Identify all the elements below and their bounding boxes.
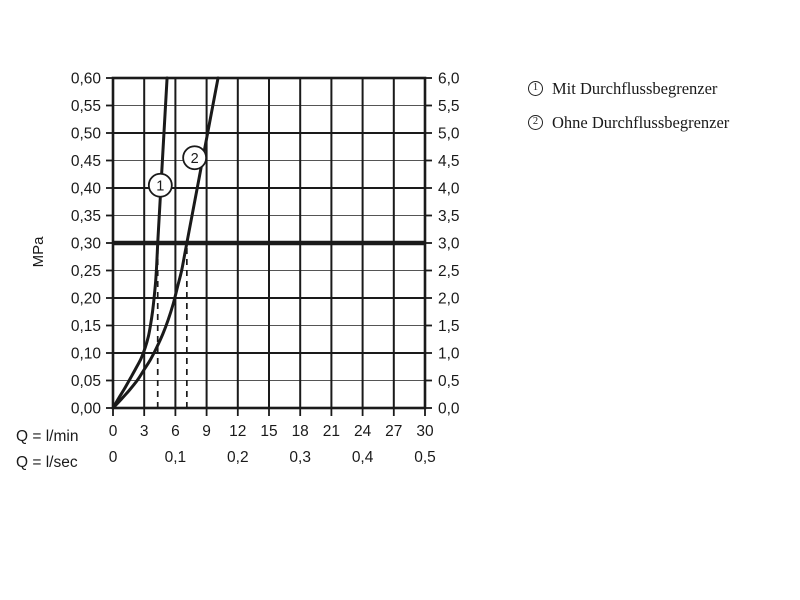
svg-text:0,05: 0,05 — [71, 373, 101, 390]
legend-label-2: Ohne Durchflussbegrenzer — [552, 113, 730, 133]
legend-item: 1 Mit Durchflussbegrenzer — [528, 78, 790, 99]
svg-text:3: 3 — [140, 423, 149, 440]
svg-text:0,3: 0,3 — [289, 449, 311, 466]
svg-text:6: 6 — [171, 423, 180, 440]
y-axis-left-title: MPa — [30, 236, 47, 268]
svg-text:2,0: 2,0 — [438, 291, 460, 308]
x-axis-primary-title: Q = l/min — [16, 428, 78, 445]
svg-text:0,40: 0,40 — [71, 181, 102, 198]
svg-text:0: 0 — [109, 449, 118, 466]
svg-text:0,25: 0,25 — [71, 263, 101, 280]
svg-text:4,5: 4,5 — [438, 153, 460, 170]
legend-marker-1-icon: 1 — [528, 81, 543, 96]
svg-text:0,50: 0,50 — [71, 126, 102, 143]
svg-text:0,00: 0,00 — [71, 401, 102, 418]
y-axis-right-tick-labels: 0,0 0,5 1,0 1,5 2,0 2,5 3,0 3,5 4,0 4,5 5,0 5,5 6,0 — [438, 71, 460, 418]
svg-text:2: 2 — [191, 151, 199, 167]
legend: 1 Mit Durchflussbegrenzer 2 Ohne Durchfl… — [528, 78, 790, 146]
svg-text:1,0: 1,0 — [438, 346, 460, 363]
legend-marker-2-icon: 2 — [528, 115, 543, 131]
x-axis-primary-tick-labels: 0 3 6 9 12 15 18 21 24 27 30 — [109, 423, 434, 440]
svg-text:0,15: 0,15 — [71, 318, 101, 335]
svg-text:5,0: 5,0 — [438, 126, 460, 143]
svg-text:5,5: 5,5 — [438, 98, 460, 115]
svg-text:0,55: 0,55 — [71, 98, 101, 115]
legend-label-1: Mit Durchflussbegrenzer — [552, 79, 718, 98]
svg-text:0,1: 0,1 — [165, 449, 187, 466]
svg-text:0,35: 0,35 — [71, 208, 101, 225]
curve-callout-markers: 12 — [147, 145, 208, 198]
svg-text:30: 30 — [416, 423, 434, 440]
y-axis-right-ticks — [425, 77, 432, 409]
x-axis-secondary-tick-labels: 0 0,1 0,2 0,3 0,4 0,5 — [109, 449, 436, 466]
svg-text:27: 27 — [385, 423, 402, 440]
svg-text:0,4: 0,4 — [352, 449, 374, 466]
svg-text:4,0: 4,0 — [438, 181, 460, 198]
x-axis-ticks — [112, 408, 426, 416]
svg-text:18: 18 — [292, 423, 309, 440]
svg-text:0,5: 0,5 — [414, 449, 436, 466]
svg-text:0,5: 0,5 — [438, 373, 460, 390]
svg-text:0,2: 0,2 — [227, 449, 249, 466]
svg-text:0: 0 — [109, 423, 118, 440]
svg-text:3,5: 3,5 — [438, 208, 460, 225]
svg-text:9: 9 — [202, 423, 211, 440]
chart-svg: 12 0,000,050,100,150,200,250,300,350,400… — [16, 71, 460, 472]
svg-text:21: 21 — [323, 423, 340, 440]
svg-text:12: 12 — [229, 423, 246, 440]
legend-item: 2 Ohne Durchflussbegrenzer — [528, 112, 790, 133]
svg-text:0,10: 0,10 — [71, 346, 102, 363]
svg-text:0,45: 0,45 — [71, 153, 101, 170]
svg-text:0,20: 0,20 — [71, 291, 102, 308]
x-axis-secondary-title: Q = l/sec — [16, 454, 78, 471]
svg-text:2,5: 2,5 — [438, 263, 460, 280]
svg-text:6,0: 6,0 — [438, 71, 460, 88]
svg-text:0,0: 0,0 — [438, 401, 460, 418]
svg-text:0,30: 0,30 — [71, 236, 102, 253]
y-axis-left-ticks — [106, 77, 113, 409]
svg-text:15: 15 — [260, 423, 277, 440]
svg-text:0,60: 0,60 — [71, 71, 102, 88]
svg-text:1: 1 — [156, 179, 164, 195]
y-axis-left-tick-labels: 0,00 0,05 0,10 0,15 0,20 0,25 0,30 0,35 0,40 0,45… — [71, 71, 102, 418]
svg-text:24: 24 — [354, 423, 372, 440]
svg-text:1,5: 1,5 — [438, 318, 460, 335]
svg-text:3,0: 3,0 — [438, 236, 460, 253]
